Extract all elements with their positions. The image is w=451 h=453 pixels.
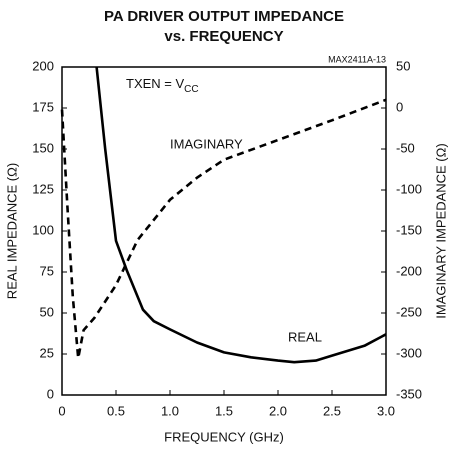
series-line: [95, 66, 387, 364]
x-tick-label: 2.0: [269, 403, 287, 418]
chart-subtitle: vs. FREQUENCY: [164, 28, 283, 45]
y-tick-label: 75: [40, 263, 54, 278]
y-axis-label: REAL IMPEDANCE (Ω): [4, 163, 19, 299]
annotation: REAL: [288, 329, 322, 344]
annotation: IMAGINARY: [170, 136, 243, 151]
x-tick-label: 0: [58, 403, 65, 418]
y2-axis-label: IMAGINARY IMPEDANCE (Ω): [433, 143, 448, 318]
y-tick-label: 100: [32, 222, 54, 237]
y2-tick-label: -50: [396, 140, 415, 155]
y2-tick-label: -100: [396, 181, 422, 196]
plot-frame: [61, 66, 387, 396]
x-tick-label: 2.5: [323, 403, 341, 418]
chart-title: PA DRIVER OUTPUT IMPEDANCE: [104, 8, 344, 25]
annotation-text: TXEN = V: [126, 76, 184, 91]
x-tick-label: 0.5: [107, 403, 125, 418]
y2-tick-label: -200: [396, 263, 422, 278]
y2-tick-label: -150: [396, 222, 422, 237]
series-line: [60, 98, 387, 360]
y2-tick-label: 0: [396, 99, 403, 114]
y2-tick-label: 50: [396, 58, 410, 73]
y-tick-label: 175: [32, 99, 54, 114]
x-tick-label: 1.0: [161, 403, 179, 418]
y-tick-label: 150: [32, 140, 54, 155]
annotation-sub: CC: [184, 84, 198, 95]
x-axis-label: FREQUENCY (GHz): [164, 429, 284, 444]
annotation: TXEN = VCC: [126, 76, 199, 94]
y-tick-label: 125: [32, 181, 54, 196]
y2-tick-label: -350: [396, 386, 422, 401]
y-tick-label: 0: [47, 386, 54, 401]
y-tick-label: 25: [40, 345, 54, 360]
x-tick-label: 1.5: [215, 403, 233, 418]
y-tick-label: 50: [40, 304, 54, 319]
y2-tick-label: -300: [396, 345, 422, 360]
x-tick-label: 3.0: [377, 403, 395, 418]
part-number: MAX2411A-13: [328, 54, 386, 64]
y2-tick-label: -250: [396, 304, 422, 319]
y-tick-label: 200: [32, 58, 54, 73]
